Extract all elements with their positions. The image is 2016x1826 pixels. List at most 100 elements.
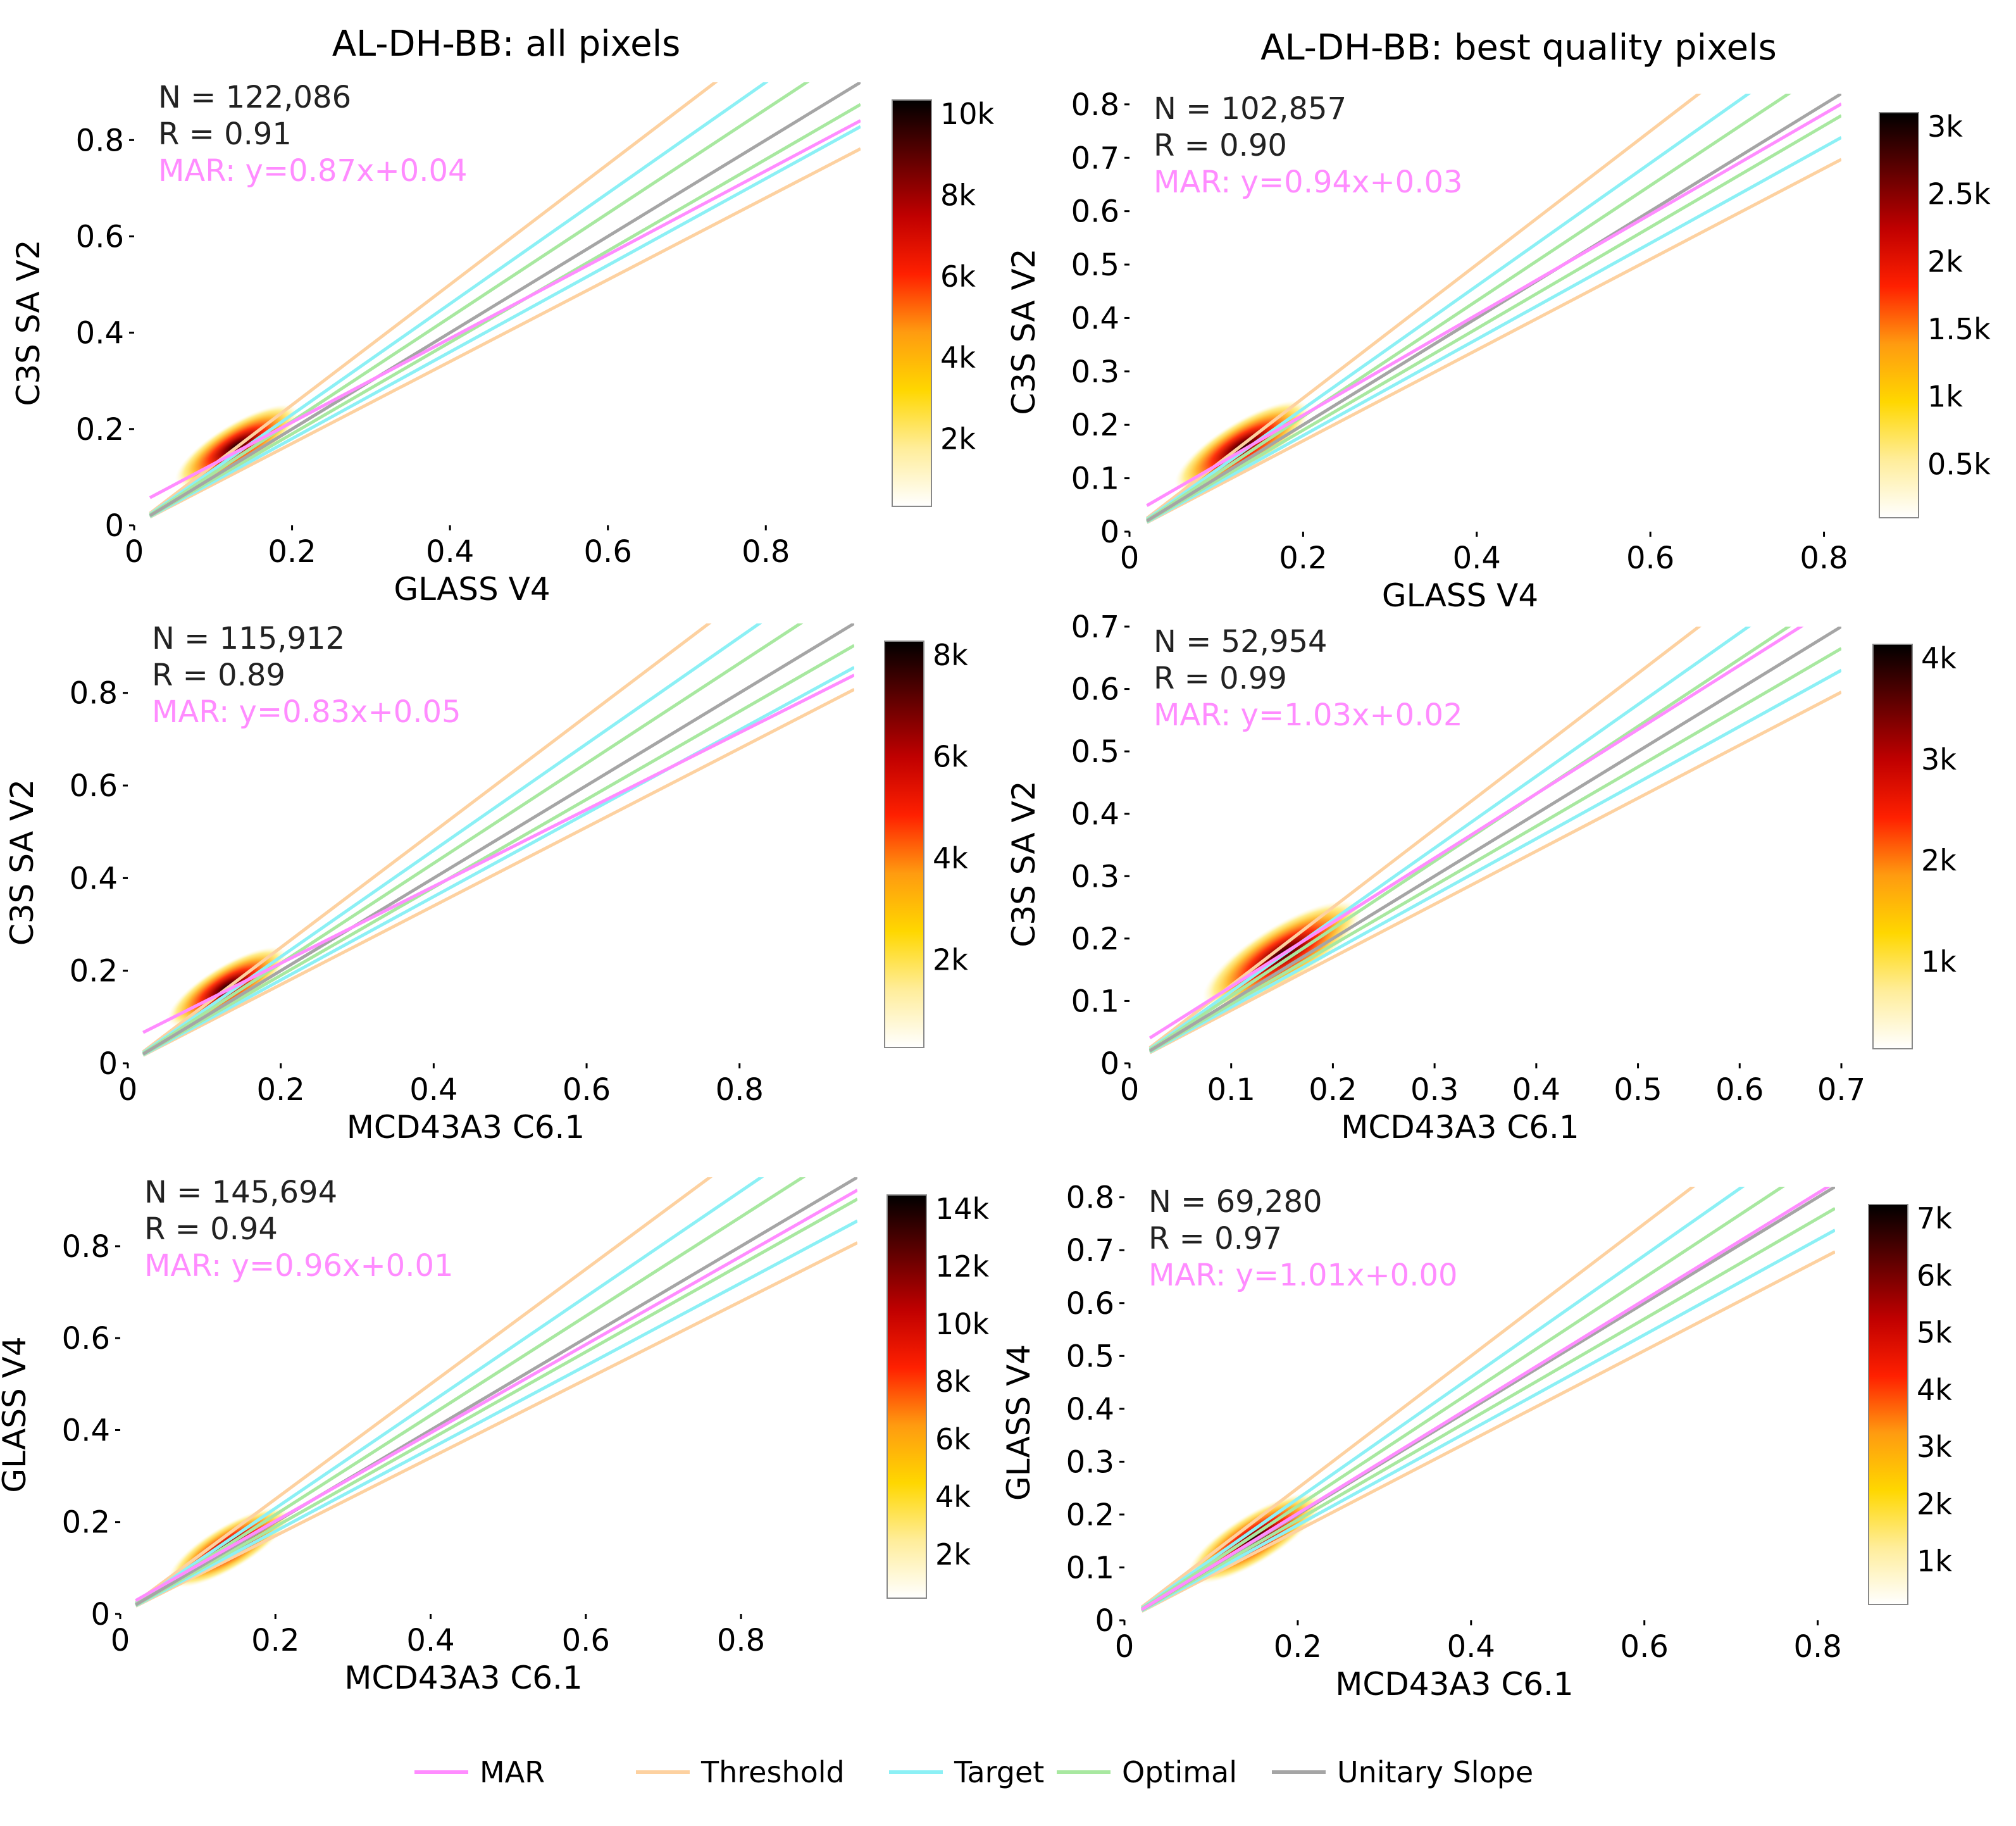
y-axis-label: C3S SA V2 xyxy=(10,239,47,406)
colorbar-tick-label: 6k xyxy=(1917,1258,1952,1292)
colorbar-tick-label: 6k xyxy=(933,740,968,774)
x-tick-label: 0 xyxy=(111,1623,130,1658)
x-tick-label: 0.3 xyxy=(1410,1072,1459,1108)
colorbar-tick-label: 10k xyxy=(940,97,995,131)
y-tick-label: 0.6 xyxy=(1071,194,1119,230)
x-tick-label: 0.6 xyxy=(1626,541,1674,576)
y-tick-label: 0 xyxy=(1095,1603,1114,1639)
x-tick-label: 0.6 xyxy=(1621,1629,1669,1665)
y-tick-label: 0.4 xyxy=(1071,301,1119,336)
x-axis-label: MCD43A3 C6.1 xyxy=(344,1660,583,1696)
legend-label-threshold: Threshold xyxy=(700,1755,845,1789)
plot-area xyxy=(142,623,854,1057)
x-tick-label: 0 xyxy=(1120,541,1140,576)
threshold-lower-line xyxy=(149,147,861,519)
y-tick-label: 0.8 xyxy=(76,123,124,158)
stat-n: N = 69,280 xyxy=(1148,1184,1322,1220)
legend: MAR Threshold Target Optimal Unitary Slope xyxy=(414,1755,1533,1789)
x-tick-label: 0.2 xyxy=(1274,1629,1322,1665)
x-tick-label: 0.2 xyxy=(268,534,316,570)
threshold-lower-line xyxy=(135,1241,857,1608)
threshold-upper-line xyxy=(135,1177,713,1604)
y-tick-label: 0 xyxy=(98,1046,118,1082)
y-tick-label: 0.7 xyxy=(1071,141,1119,176)
target-upper-line xyxy=(1140,1187,1745,1610)
panel-2: 0 0.1 0.2 0.3 0.4 0.5 0.6 0.7 0.8 0 0.2 0.4 0.6 0.8 GL… xyxy=(1005,87,1991,614)
panel-1: 0 0.2 0.4 0.6 0.8 0 0.2 0.4 0.6 0.8 GLASS V4 C3S SA… xyxy=(10,80,995,608)
y-tick-label: 0.6 xyxy=(1066,1286,1114,1322)
x-tick-label: 0 xyxy=(118,1072,138,1108)
unitary-slope-line xyxy=(1148,627,1841,1053)
y-tick-label: 0.4 xyxy=(62,1413,110,1448)
stat-mar: MAR: y=0.87x+0.04 xyxy=(158,153,468,189)
optimal-upper-line xyxy=(135,1177,806,1606)
x-tick-label: 0.2 xyxy=(1309,1072,1357,1108)
colorbar-tick-label: 7k xyxy=(1917,1201,1952,1235)
y-tick-label: 0.6 xyxy=(76,219,124,254)
x-tick-label: 0 xyxy=(1120,1072,1140,1108)
x-axis-label: MCD43A3 C6.1 xyxy=(1341,1109,1579,1146)
stat-mar: MAR: y=1.01x+0.00 xyxy=(1148,1258,1458,1293)
y-tick-label: 0.2 xyxy=(76,412,124,447)
stat-r: R = 0.99 xyxy=(1154,661,1287,696)
threshold-upper-line xyxy=(1140,1187,1696,1609)
y-tick-label: 0.2 xyxy=(62,1505,110,1541)
threshold-upper-line xyxy=(1148,627,1702,1049)
target-upper-line xyxy=(142,623,762,1054)
colorbar-tick-label: 1k xyxy=(1927,380,1963,414)
threshold-lower-line xyxy=(1141,1250,1835,1613)
colorbar-tick-label: 0.5k xyxy=(1927,447,1991,481)
x-tick-label: 0.4 xyxy=(1453,541,1501,576)
y-tick-label: 0.3 xyxy=(1066,1444,1114,1480)
y-tick-label: 0.5 xyxy=(1071,247,1119,283)
x-tick-label: 0.4 xyxy=(409,1072,457,1108)
stat-r: R = 0.94 xyxy=(144,1211,278,1247)
threshold-lower-line xyxy=(1146,158,1841,524)
y-tick-label: 0.6 xyxy=(70,768,118,804)
y-tick-label: 0.4 xyxy=(70,861,118,896)
y-axis-label: C3S SA V2 xyxy=(4,779,40,946)
colorbar xyxy=(1872,644,1913,1049)
y-tick-label: 0.1 xyxy=(1071,984,1119,1019)
threshold-upper-line xyxy=(1145,94,1702,520)
x-tick-label: 0.4 xyxy=(1512,1072,1560,1108)
colorbar-tick-label: 3k xyxy=(1917,1430,1952,1464)
colorbar-tick-label: 4k xyxy=(1921,641,1957,675)
x-axis-label: GLASS V4 xyxy=(1382,577,1538,614)
x-tick-label: 0.8 xyxy=(1800,541,1848,576)
y-tick-label: 0.7 xyxy=(1071,610,1119,645)
mar-fit-line xyxy=(1141,1187,1831,1611)
threshold-lower-line xyxy=(142,688,854,1057)
y-tick-label: 0 xyxy=(1100,515,1119,550)
colorbar-tick-label: 2.5k xyxy=(1927,177,1991,211)
y-axis-label: GLASS V4 xyxy=(0,1336,33,1492)
unitary-slope-line xyxy=(1146,94,1841,523)
colorbar-tick-label: 10k xyxy=(935,1307,990,1341)
y-tick-label: 0.1 xyxy=(1071,461,1119,497)
optimal-lower-line xyxy=(1146,114,1841,523)
colorbar-tick-label: 4k xyxy=(940,341,976,375)
colorbar-tick-label: 8k xyxy=(940,178,976,212)
y-tick-label: 0.1 xyxy=(1066,1550,1114,1585)
x-tick-label: 0.2 xyxy=(257,1072,305,1108)
colorbar xyxy=(1868,1204,1908,1605)
x-tick-label: 0.6 xyxy=(584,534,632,570)
y-tick-label: 0 xyxy=(104,508,124,544)
panel-6: 0 0.1 0.2 0.3 0.4 0.5 0.6 0.7 0.8 0 0.2 0.4 0.6 0.8 MC… xyxy=(1000,1180,1952,1703)
colorbar-tick-label: 2k xyxy=(1927,244,1963,278)
x-tick-label: 0.4 xyxy=(1447,1629,1495,1665)
plot-area xyxy=(1140,1187,1835,1613)
colorbar-tick-label: 6k xyxy=(940,260,976,294)
panel-3: 0 0.2 0.4 0.6 0.8 0 0.2 0.4 0.6 0.8 MCD43A3 C6.1 C3… xyxy=(4,621,968,1146)
y-tick-label: 0.2 xyxy=(1071,922,1119,957)
target-upper-line xyxy=(149,82,769,516)
optimal-upper-line xyxy=(149,82,810,516)
y-tick-label: 0.4 xyxy=(1066,1392,1114,1427)
y-tick-label: 0.8 xyxy=(1071,87,1119,123)
x-tick-label: 0.8 xyxy=(717,1623,765,1658)
target-lower-line xyxy=(1141,1229,1835,1613)
y-tick-label: 0 xyxy=(90,1597,110,1632)
legend-label-optimal: Optimal xyxy=(1122,1755,1237,1789)
mar-fit-line xyxy=(1148,627,1804,1040)
